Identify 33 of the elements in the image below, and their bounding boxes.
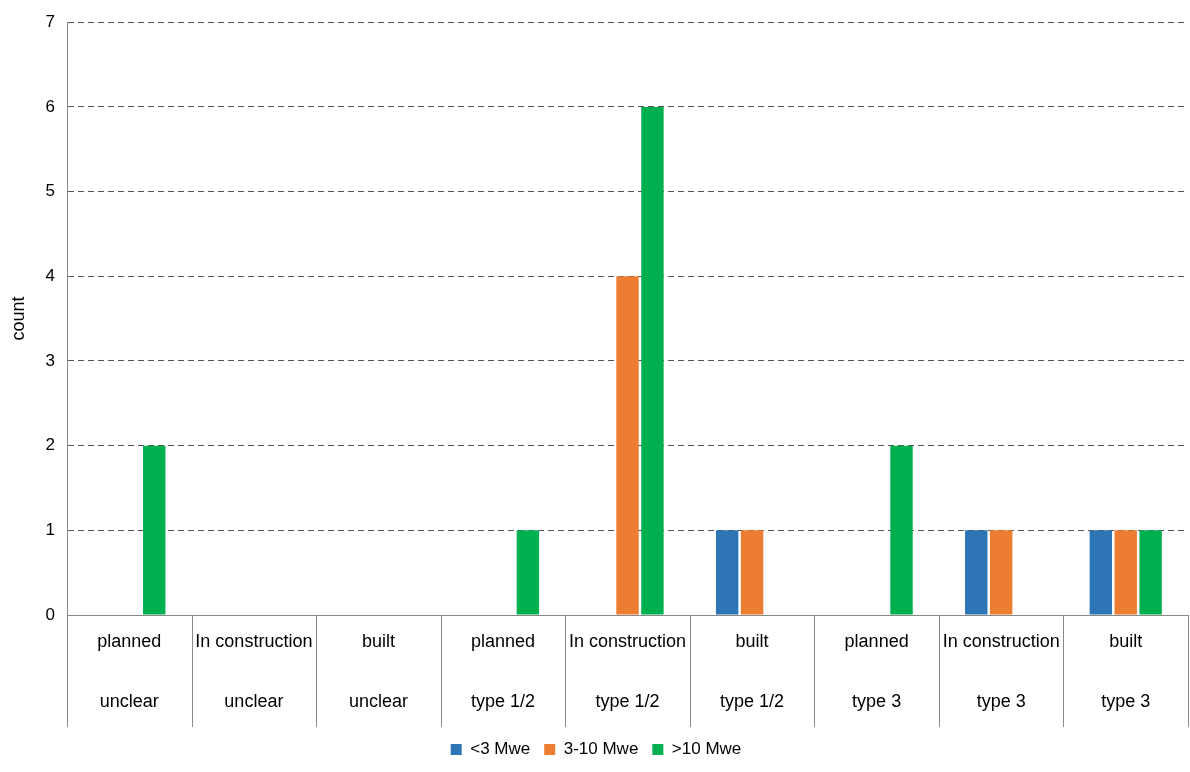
bar xyxy=(890,445,913,615)
bar xyxy=(641,106,664,615)
category-label: In construction type 3 xyxy=(942,630,1060,711)
y-tick-label: 2 xyxy=(45,435,56,455)
y-tick-label: 5 xyxy=(45,181,56,201)
y-tick-label: 6 xyxy=(45,96,56,116)
y-tick-label: 3 xyxy=(45,350,56,370)
bar xyxy=(1089,530,1113,615)
category-label: In construction unclear xyxy=(195,630,313,711)
bar xyxy=(616,276,639,615)
bar xyxy=(1139,530,1162,615)
y-tick-label: 4 xyxy=(45,265,56,285)
bar xyxy=(989,530,1013,615)
bar xyxy=(965,530,988,615)
bar xyxy=(1114,530,1137,615)
category-label: planned type 3 xyxy=(844,630,909,711)
y-axis-title: count xyxy=(7,296,28,341)
category-label: In construction type 1/2 xyxy=(569,630,687,711)
category-label: built unclear xyxy=(348,630,408,711)
bar xyxy=(516,530,540,615)
y-tick-label: 1 xyxy=(45,520,56,539)
y-tick-label: 0 xyxy=(45,604,56,624)
bar xyxy=(740,530,764,615)
category-label: built type 3 xyxy=(1101,630,1151,711)
category-label: planned unclear xyxy=(97,630,162,711)
bar xyxy=(715,530,739,615)
category-label: built type 1/2 xyxy=(720,630,785,711)
legend-label: <3 Mwe xyxy=(470,739,531,759)
legend-label: 3-10 Mwe xyxy=(563,739,639,759)
y-tick-label: 7 xyxy=(45,11,56,31)
bar xyxy=(143,445,166,615)
legend-label: >10 Mwe xyxy=(671,739,742,759)
category-label: planned type 1/2 xyxy=(470,630,536,711)
